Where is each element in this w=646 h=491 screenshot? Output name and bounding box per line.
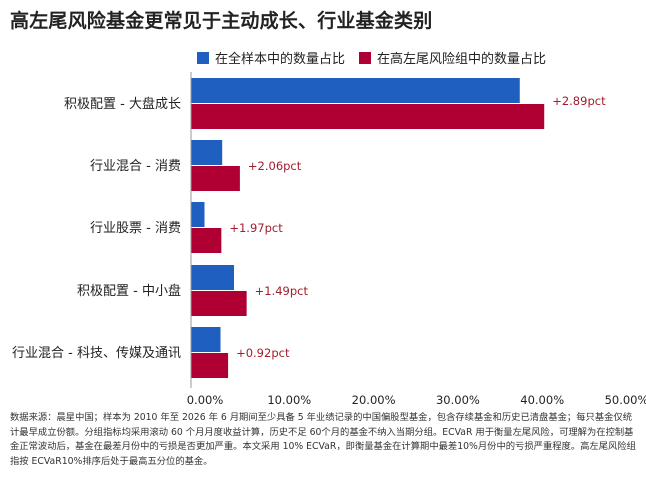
bar-all-1 [191, 140, 223, 165]
bar-all-3 [191, 265, 234, 290]
legend-swatch-high [359, 51, 372, 64]
category-label-0: 积极配置 - 大盘成长 [64, 96, 181, 112]
category-label-4: 行业混合 - 科技、传媒及通讯 [12, 346, 181, 361]
bar-all-2 [191, 202, 205, 227]
bar-high-1 [191, 166, 240, 191]
annotation-0: +2.89pct [552, 94, 606, 108]
x-tick-label-0: 0.00% [187, 393, 224, 407]
legend: 在全样本中的数量占比 在高左尾风险组中的数量占比 [197, 48, 560, 67]
bar-high-0 [191, 104, 545, 129]
annotation-2: +1.97pct [229, 221, 283, 235]
legend-swatch-all [197, 51, 209, 64]
annotation-3: +1.49pct [255, 284, 309, 298]
annotation-4: +0.92pct [236, 346, 290, 360]
x-tick-label-5: 50.00% [605, 393, 646, 407]
bar-chart: 积极配置 - 大盘成长 +2.89pct 行业混合 - 消费 +2.06pct 行业股票… [12, 72, 646, 407]
category-label-2: 行业股票 - 消费 [90, 221, 181, 236]
legend-item-all: 在全样本中的数量占比 [197, 48, 345, 67]
category-label-3: 积极配置 - 中小盘 [77, 283, 181, 299]
bar-high-2 [191, 228, 222, 253]
bar-high-3 [191, 291, 247, 316]
x-tick-label-4: 40.00% [520, 393, 564, 407]
chart-title: 高左尾风险基金更常见于主动成长、行业基金类别 [10, 10, 433, 32]
source-note: 数据来源：晨星中国；样本为 2010 年至 2026 年 6 月期间至少具备 5… [10, 412, 636, 467]
bar-all-0 [191, 78, 520, 103]
bar-all-4 [191, 327, 221, 352]
annotation-1: +2.06pct [248, 159, 302, 173]
x-tick-label-2: 20.00% [352, 393, 396, 407]
bar-high-4 [191, 353, 229, 378]
legend-item-high: 在高左尾风险组中的数量占比 [359, 48, 546, 67]
x-tick-label-1: 10.00% [267, 393, 311, 407]
x-tick-label-3: 30.00% [436, 393, 480, 407]
category-label-1: 行业混合 - 消费 [90, 159, 181, 174]
legend-label-high: 在高左尾风险组中的数量占比 [377, 52, 547, 67]
legend-label-all: 在全样本中的数量占比 [215, 52, 346, 67]
